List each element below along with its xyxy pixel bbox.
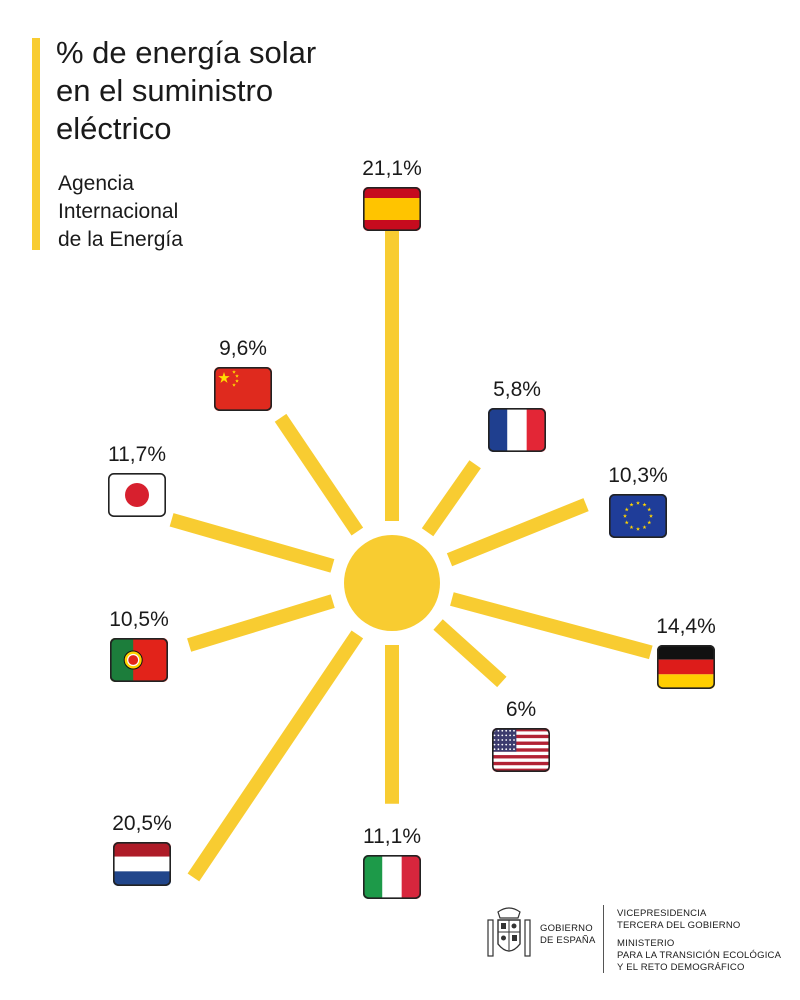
vice-line: TERCERA DEL GOBIERNO bbox=[617, 920, 741, 931]
value-label: 21,1% bbox=[362, 157, 422, 180]
flag-border bbox=[492, 728, 551, 773]
value-label: 11,7% bbox=[108, 443, 166, 466]
value-label: 10,5% bbox=[109, 608, 169, 631]
value-labels-group: 21,1% 5,8% 10,3% 14,4% 6% 11,1% 20,5% 10,5% 11,7… bbox=[108, 157, 716, 848]
source-line: Internacional bbox=[58, 200, 179, 223]
ministerio-label: MINISTERIO PARA LA TRANSICIÓN ECOLÓGICA … bbox=[617, 938, 781, 974]
ray-portugal bbox=[187, 594, 335, 652]
ministerio-line: PARA LA TRANSICIÓN ECOLÓGICA bbox=[617, 950, 782, 961]
flag-border bbox=[657, 645, 716, 690]
value-label: 10,3% bbox=[608, 464, 668, 487]
value-label: 14,4% bbox=[656, 615, 716, 638]
title-line: eléctrico bbox=[56, 111, 172, 146]
value-label: 5,8% bbox=[493, 378, 541, 401]
ray-japan bbox=[169, 513, 335, 573]
ray-eu bbox=[446, 498, 589, 567]
value-label: 11,1% bbox=[363, 825, 421, 848]
spain-flag-icon bbox=[363, 187, 422, 232]
italy-flag-icon bbox=[363, 855, 422, 900]
flag-border bbox=[363, 187, 422, 232]
value-label: 6% bbox=[506, 698, 536, 721]
rays-group bbox=[169, 219, 653, 882]
flags-group bbox=[108, 187, 716, 900]
china-flag-icon bbox=[214, 367, 273, 412]
gobierno-line: DE ESPAÑA bbox=[540, 935, 596, 946]
value-label: 20,5% bbox=[112, 812, 172, 835]
ray-netherlands bbox=[187, 630, 364, 882]
flag-border bbox=[113, 842, 172, 887]
vice-line: VICEPRESIDENCIA bbox=[617, 908, 707, 919]
gobierno-line: GOBIERNO bbox=[540, 923, 593, 934]
flag-border bbox=[609, 494, 668, 539]
flag-border bbox=[214, 367, 273, 412]
ray-china bbox=[274, 413, 364, 536]
ray-germany bbox=[450, 592, 653, 660]
footer-divider bbox=[603, 905, 604, 973]
usa-flag-icon bbox=[492, 728, 551, 773]
ray-france bbox=[421, 460, 481, 537]
value-label: 9,6% bbox=[219, 337, 267, 360]
vicepresidencia-label: VICEPRESIDENCIA TERCERA DEL GOBIERNO bbox=[617, 908, 740, 932]
ministerio-line: Y EL RETO DEMOGRÁFICO bbox=[617, 962, 745, 973]
japan-flag-icon bbox=[108, 473, 167, 518]
coat-of-arms-icon bbox=[484, 906, 534, 964]
gobierno-de-espana-label: GOBIERNO DE ESPAÑA bbox=[540, 923, 595, 947]
title-line: en el suministro bbox=[56, 73, 274, 108]
portugal-flag-icon bbox=[110, 638, 169, 683]
eu-flag-icon bbox=[609, 494, 668, 539]
germany-flag-icon bbox=[657, 645, 716, 690]
netherlands-flag-icon bbox=[113, 842, 172, 887]
ministerio-line: MINISTERIO bbox=[617, 938, 675, 949]
flag-border bbox=[108, 473, 167, 518]
source-note: Agencia Internacional de la Energía bbox=[58, 170, 183, 254]
chart-title: % de energía solar en el suministro eléc… bbox=[56, 34, 316, 148]
source-line: Agencia bbox=[58, 172, 134, 195]
title-line: % de energía solar bbox=[56, 35, 317, 70]
france-flag-icon bbox=[488, 408, 547, 453]
source-line: de la Energía bbox=[58, 228, 183, 251]
flag-border bbox=[488, 408, 547, 453]
flag-border bbox=[110, 638, 169, 683]
ray-usa bbox=[433, 619, 507, 688]
flag-border bbox=[363, 855, 422, 900]
sun-core bbox=[344, 535, 440, 631]
header-accent-bar bbox=[32, 38, 40, 250]
